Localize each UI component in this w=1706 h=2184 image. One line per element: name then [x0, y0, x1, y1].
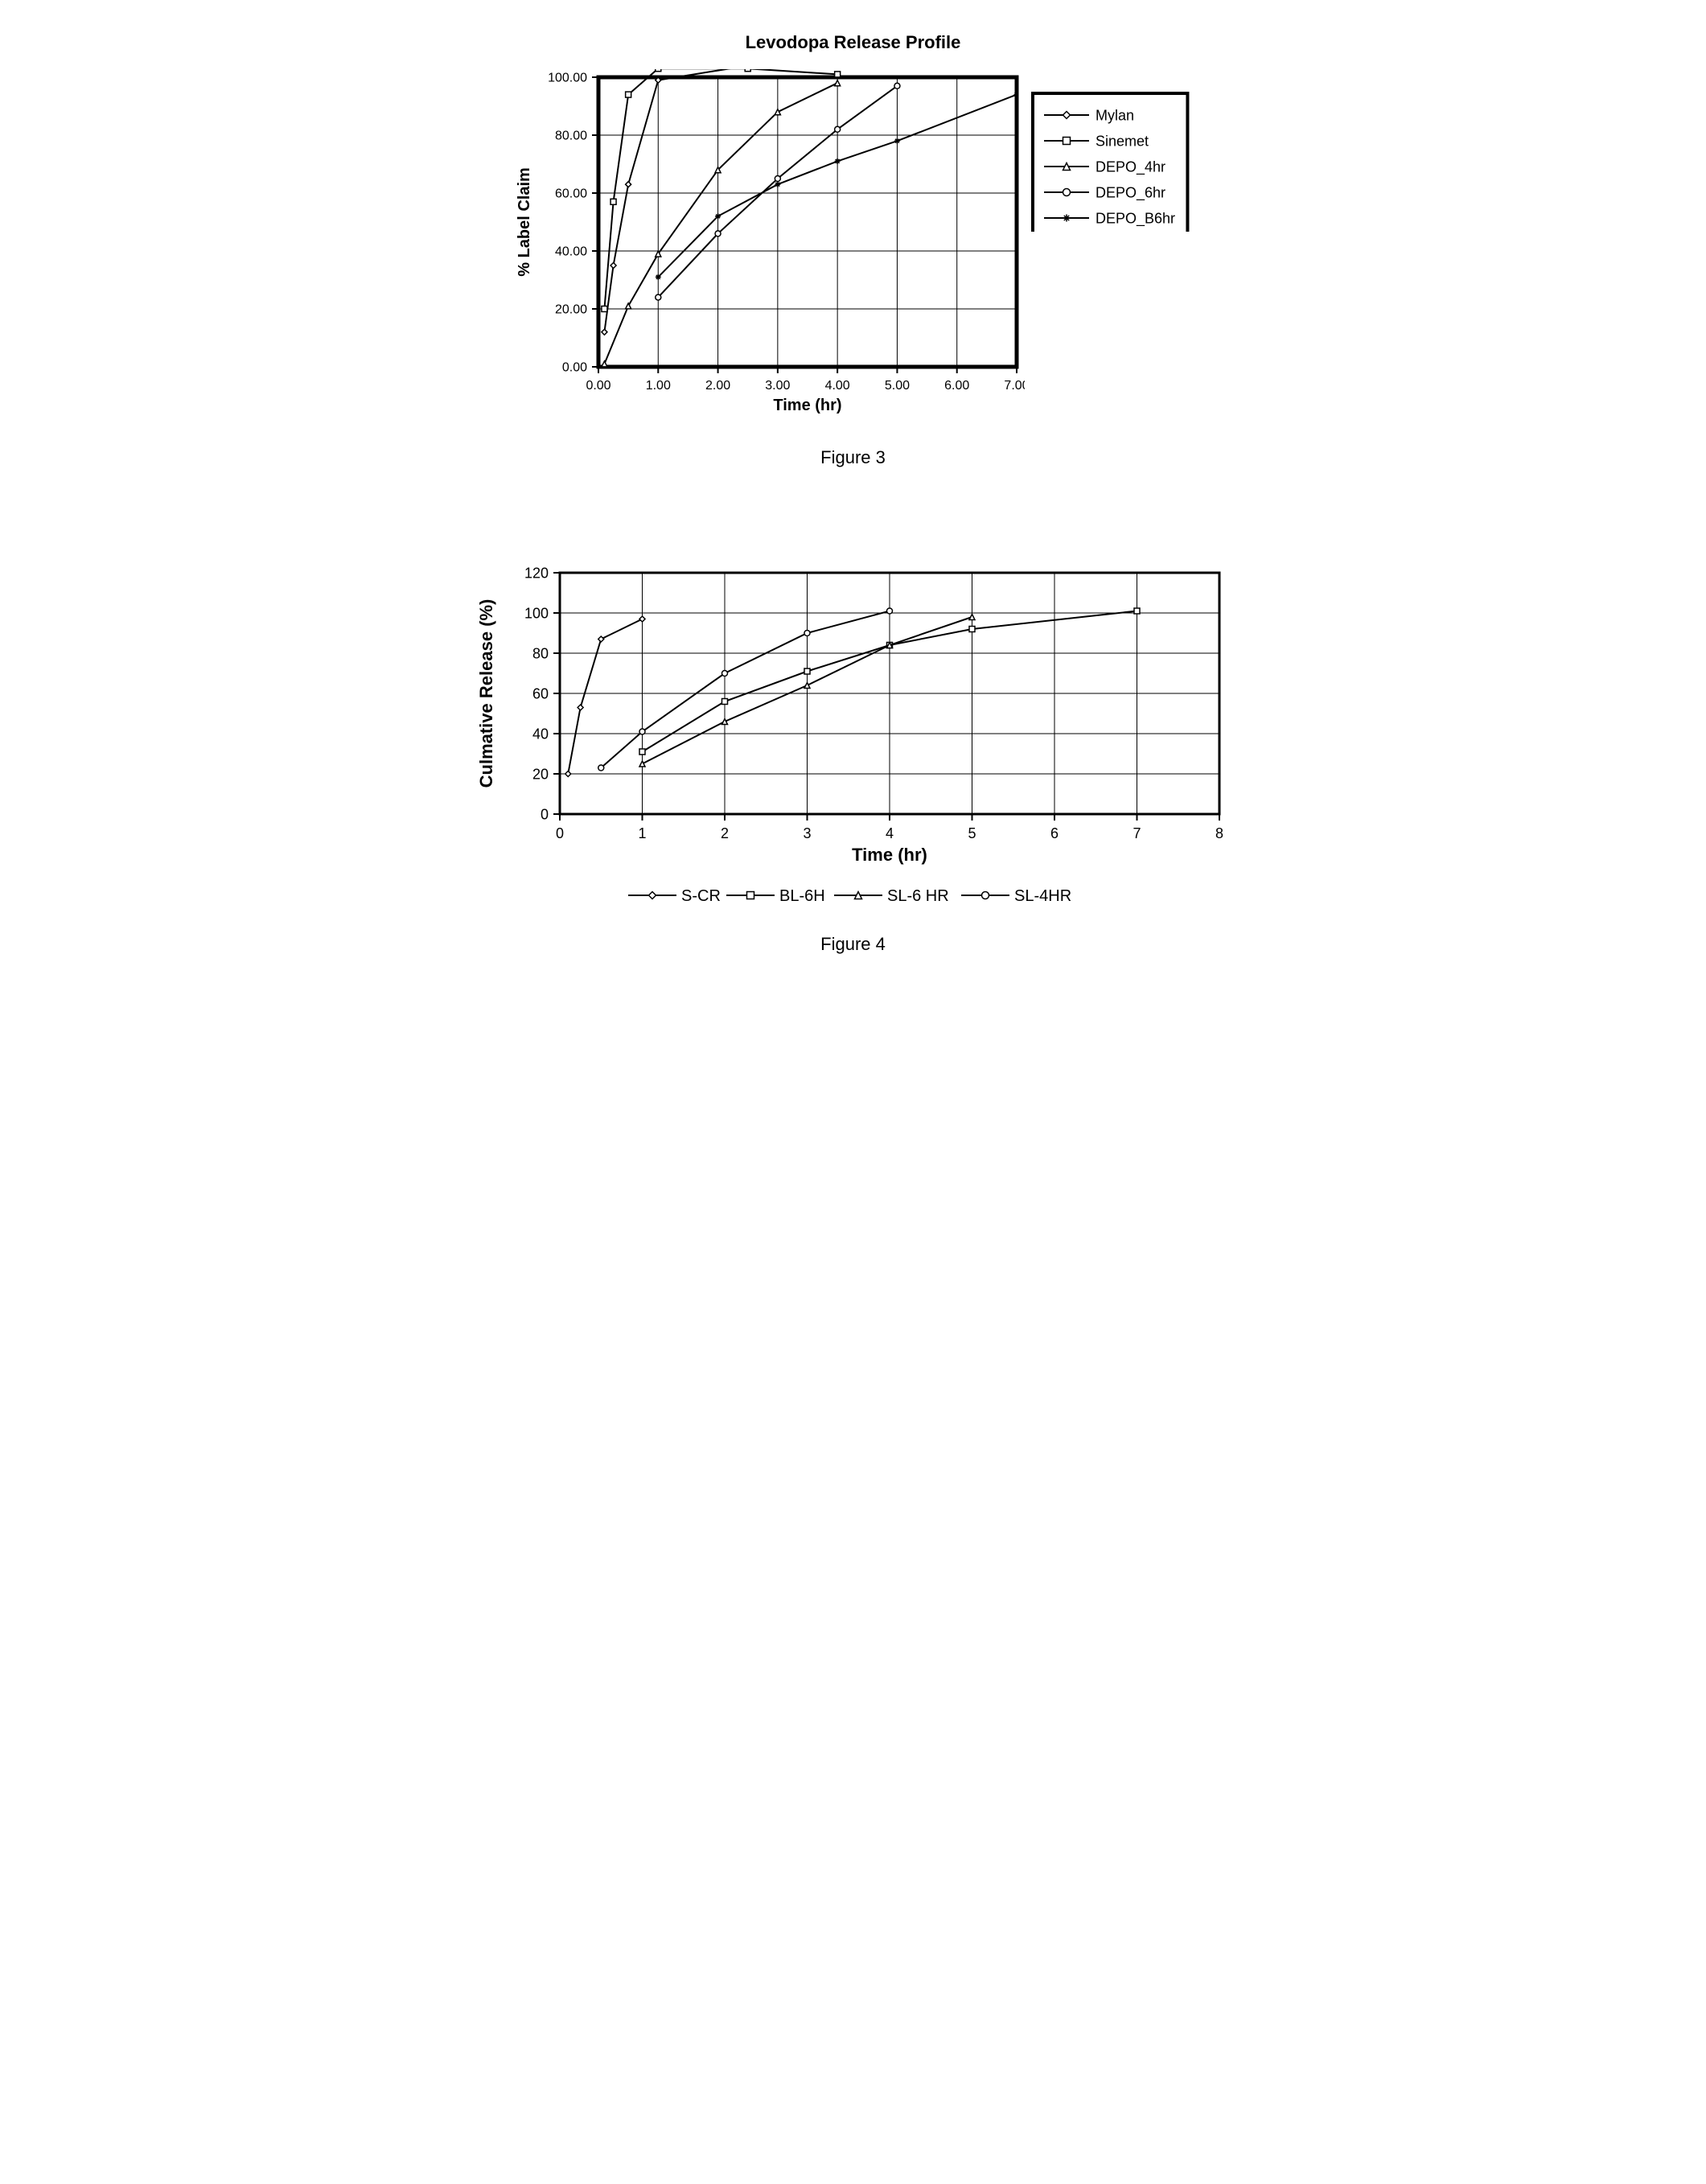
svg-text:BL-6H: BL-6H: [779, 887, 825, 905]
svg-text:2: 2: [720, 825, 728, 841]
svg-text:0.00: 0.00: [586, 379, 611, 393]
svg-text:20.00: 20.00: [555, 303, 587, 317]
svg-text:0: 0: [540, 806, 548, 822]
svg-text:8: 8: [1215, 825, 1223, 841]
svg-text:5: 5: [968, 825, 976, 841]
figure-3: Levodopa Release Profile 0.00 20.00 40.00 6…: [451, 32, 1256, 468]
svg-text:Sinemet: Sinemet: [1096, 133, 1149, 149]
chart-3-svg: 0.00 20.00 40.00 60.00 80.00 100.00 0.00 1.00 2.…: [510, 69, 1025, 423]
svg-text:DEPO_6hr: DEPO_6hr: [1096, 184, 1165, 201]
svg-text:60.00: 60.00: [555, 187, 587, 201]
svg-text:SL-4HR: SL-4HR: [1014, 887, 1071, 905]
svg-text:Time (hr): Time (hr): [774, 397, 842, 414]
svg-text:100: 100: [524, 605, 548, 621]
legend-4-svg: S-CR BL-6H SL-6 HR SL-4HR: [620, 878, 1087, 910]
svg-text:6: 6: [1050, 825, 1058, 841]
svg-text:7.00: 7.00: [1005, 379, 1026, 393]
svg-text:S-CR: S-CR: [681, 887, 721, 905]
svg-text:Culmative Release (%): Culmative Release (%): [476, 599, 496, 788]
svg-text:6.00: 6.00: [944, 379, 969, 393]
svg-text:3: 3: [803, 825, 811, 841]
chart-title: Levodopa Release Profile: [451, 32, 1256, 53]
svg-text:Time (hr): Time (hr): [852, 845, 927, 865]
legend-3-svg: Mylan Sinemet DEPO_4hr DEPO_6hr DEPO_B6hr: [1025, 69, 1195, 232]
figure-4: 0 20 40 60 80 100 120 0 1 2 3 4 5 6 7 8 Time (hr) Culmati…: [451, 565, 1256, 955]
svg-text:SL-6 HR: SL-6 HR: [887, 887, 949, 905]
svg-text:1: 1: [638, 825, 646, 841]
figure-4-caption: Figure 4: [451, 934, 1256, 955]
svg-text:60: 60: [532, 685, 548, 701]
svg-text:Mylan: Mylan: [1096, 107, 1134, 123]
svg-text:80.00: 80.00: [555, 130, 587, 143]
svg-text:% Label Claim: % Label Claim: [516, 167, 533, 277]
svg-text:40: 40: [532, 726, 548, 742]
chart-4-svg: 0 20 40 60 80 100 120 0 1 2 3 4 5 6 7 8 Time (hr) Culmati…: [471, 565, 1235, 874]
svg-text:40.00: 40.00: [555, 245, 587, 259]
svg-text:DEPO_B6hr: DEPO_B6hr: [1096, 210, 1175, 227]
svg-text:0: 0: [555, 825, 563, 841]
figure-3-caption: Figure 3: [451, 447, 1256, 468]
svg-text:4: 4: [885, 825, 893, 841]
svg-text:DEPO_4hr: DEPO_4hr: [1096, 158, 1165, 175]
svg-text:7: 7: [1133, 825, 1141, 841]
svg-text:120: 120: [524, 565, 548, 581]
svg-text:0.00: 0.00: [562, 361, 587, 375]
svg-text:2.00: 2.00: [705, 379, 730, 393]
svg-text:20: 20: [532, 766, 548, 782]
svg-text:100.00: 100.00: [548, 72, 587, 85]
svg-text:80: 80: [532, 645, 548, 661]
svg-text:1.00: 1.00: [646, 379, 671, 393]
svg-text:5.00: 5.00: [885, 379, 910, 393]
svg-text:3.00: 3.00: [766, 379, 791, 393]
svg-text:4.00: 4.00: [825, 379, 850, 393]
